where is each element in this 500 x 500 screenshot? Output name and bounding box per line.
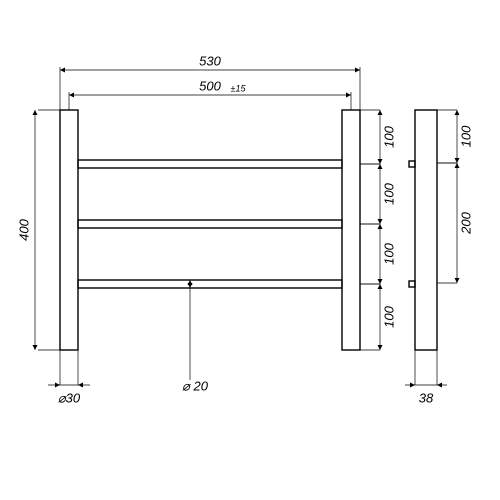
svg-text:200: 200 <box>458 211 473 234</box>
svg-text:100: 100 <box>381 125 396 147</box>
svg-text:100: 100 <box>381 242 396 264</box>
svg-text:100: 100 <box>381 182 396 204</box>
svg-text:⌀30: ⌀30 <box>58 390 81 405</box>
svg-text:500: 500 <box>199 78 221 93</box>
svg-text:100: 100 <box>458 125 473 147</box>
svg-text:400: 400 <box>16 218 31 240</box>
svg-text:38: 38 <box>419 390 434 405</box>
svg-text:⌀ 20: ⌀ 20 <box>182 378 209 393</box>
svg-text:100: 100 <box>381 305 396 327</box>
svg-text:±15: ±15 <box>231 83 247 93</box>
svg-text:530: 530 <box>199 53 221 68</box>
